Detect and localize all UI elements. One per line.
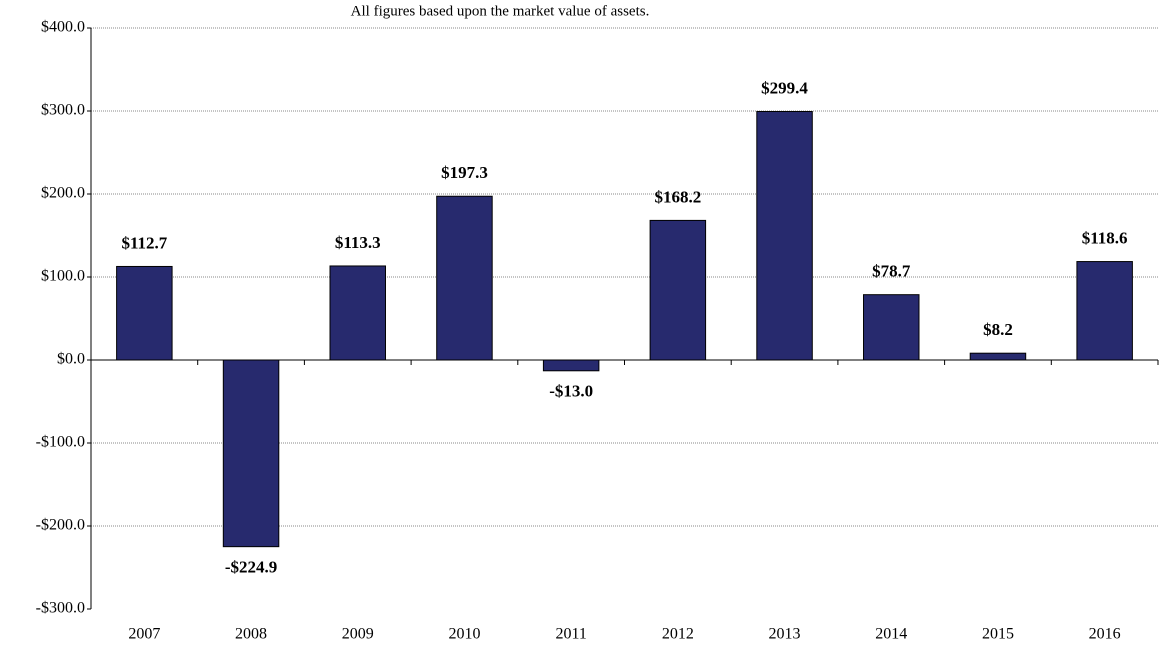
x-tick-label: 2016 <box>1089 626 1121 643</box>
y-tick-label: -$100.0 <box>36 434 85 451</box>
x-tick-label: 2014 <box>875 626 907 643</box>
bar <box>542 359 600 372</box>
bar <box>1076 261 1133 361</box>
bar <box>329 265 386 361</box>
data-label: $168.2 <box>654 187 701 206</box>
y-tick-label: $300.0 <box>41 102 85 119</box>
bar <box>863 294 920 361</box>
x-tick-label: 2010 <box>448 626 480 643</box>
x-tick-label: 2009 <box>342 626 374 643</box>
x-tick-label: 2011 <box>555 626 586 643</box>
data-label: $118.6 <box>1082 228 1128 247</box>
x-tick-label: 2008 <box>235 626 267 643</box>
x-tick-label: 2013 <box>769 626 801 643</box>
data-label: $299.4 <box>761 78 808 97</box>
data-label: $112.7 <box>121 233 167 252</box>
x-tick-label: 2007 <box>128 626 160 643</box>
bar <box>436 195 493 361</box>
y-tick-label: $400.0 <box>41 19 85 36</box>
data-label: -$224.9 <box>225 558 277 577</box>
y-tick-label: $100.0 <box>41 268 85 285</box>
chart-subtitle: All figures based upon the market value … <box>351 3 650 19</box>
data-label: $8.2 <box>983 320 1013 339</box>
data-label: -$13.0 <box>549 382 593 401</box>
bar <box>116 265 173 361</box>
y-tick-label: -$300.0 <box>36 600 85 617</box>
bar <box>969 352 1027 361</box>
y-tick-label: $200.0 <box>41 185 85 202</box>
data-label: $197.3 <box>441 163 488 182</box>
y-tick-label: -$200.0 <box>36 517 85 534</box>
y-tick-label: $0.0 <box>57 351 85 368</box>
bar <box>222 359 280 548</box>
data-label: $113.3 <box>335 233 381 252</box>
bar <box>756 110 813 361</box>
data-label: $78.7 <box>872 262 911 281</box>
x-tick-label: 2012 <box>662 626 694 643</box>
bar <box>649 219 707 361</box>
x-tick-label: 2015 <box>982 626 1014 643</box>
